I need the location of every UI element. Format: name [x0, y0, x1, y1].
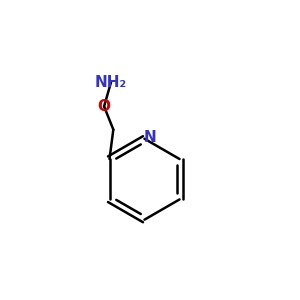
Text: NH₂: NH₂ — [95, 75, 127, 90]
Text: N: N — [143, 130, 156, 145]
Text: O: O — [98, 99, 111, 114]
